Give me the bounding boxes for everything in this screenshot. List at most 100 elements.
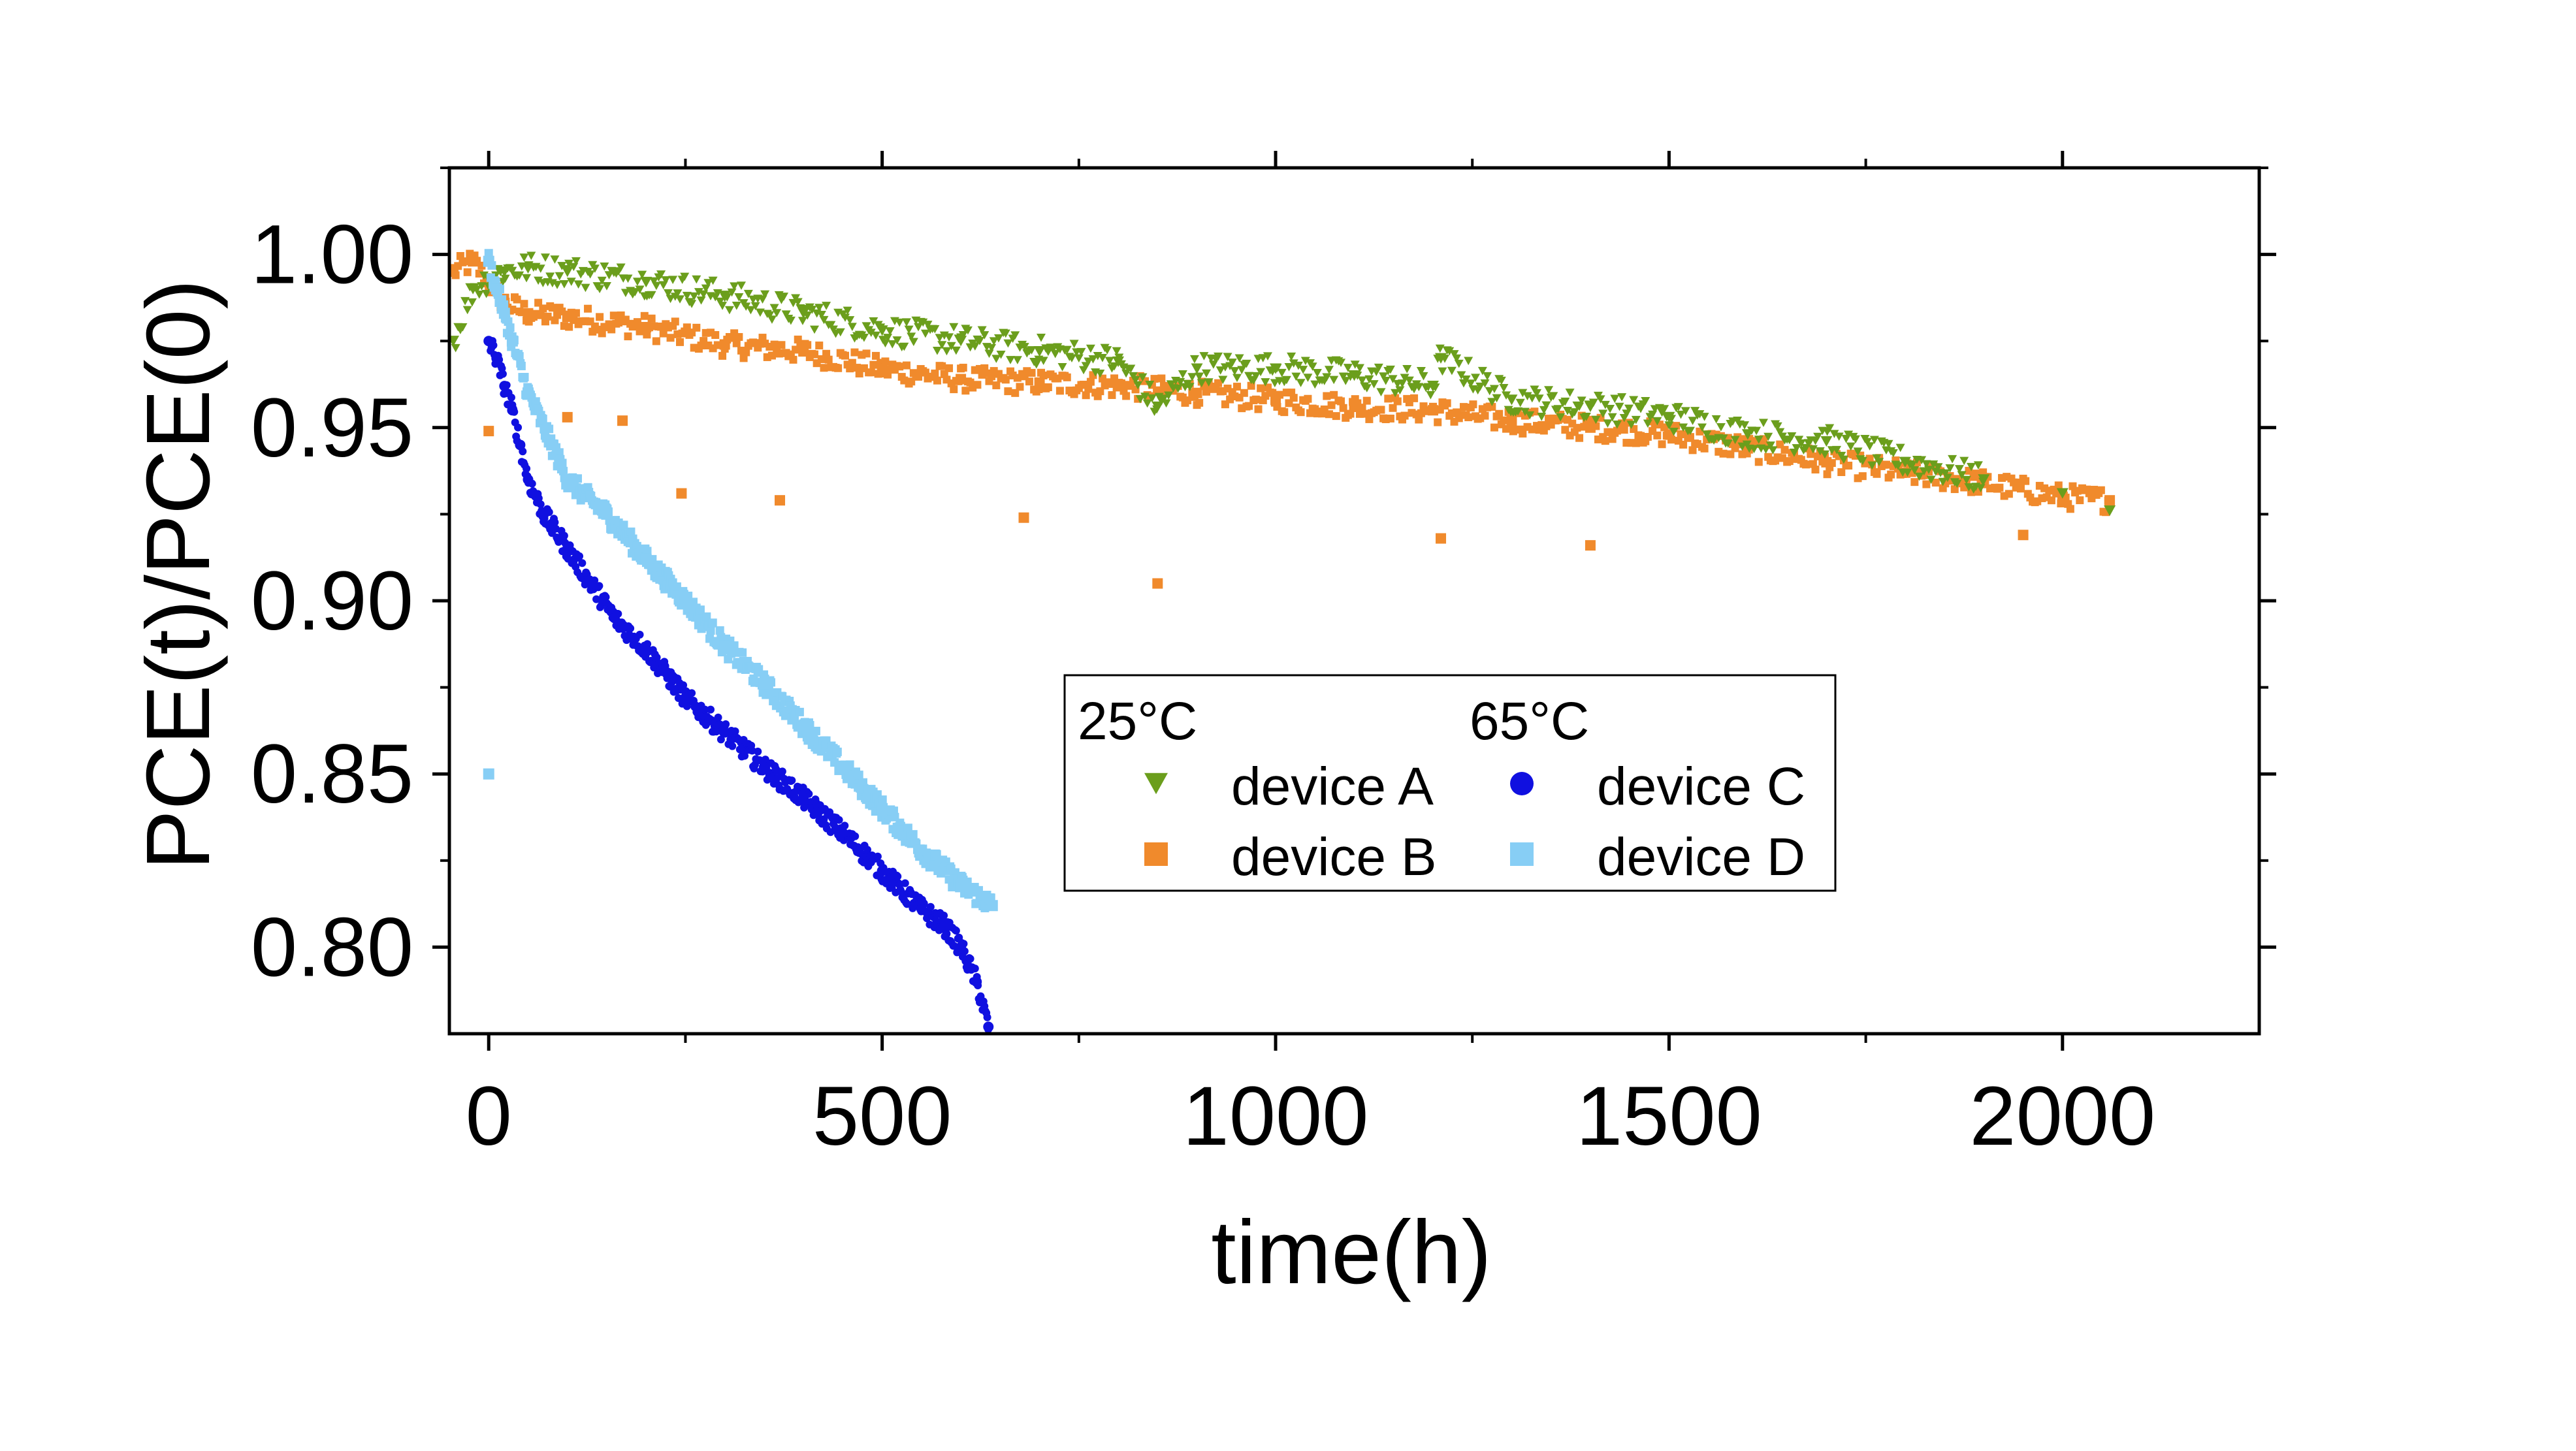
data-point-device-c (483, 336, 494, 347)
data-point-device-b (1427, 405, 1438, 416)
data-point-device-a (1147, 394, 1157, 403)
data-point-device-b (1257, 384, 1265, 392)
data-point-device-a (1138, 373, 1148, 382)
data-point-device-a (536, 264, 545, 273)
data-point-device-a (734, 293, 744, 302)
data-point-device-a (1256, 368, 1266, 377)
data-point-device-a (640, 276, 652, 288)
data-point-device-a (1449, 350, 1459, 359)
data-point-device-c (491, 353, 502, 364)
data-point-device-b (1362, 396, 1371, 405)
data-point-device-a (1752, 426, 1762, 436)
data-point-device-b (1055, 387, 1064, 395)
data-point-device-b (676, 338, 684, 346)
data-point-device-b (1325, 410, 1333, 419)
data-point-device-a (585, 270, 595, 279)
data-point-device-b (2066, 505, 2074, 513)
data-point-device-b (798, 346, 809, 357)
data-point-device-a (564, 259, 574, 268)
data-point-device-a (1199, 352, 1209, 360)
data-point-device-a (935, 334, 944, 343)
data-point-device-a (1664, 421, 1674, 430)
data-point-device-a (1893, 462, 1903, 470)
data-point-device-c (680, 692, 691, 703)
data-point-device-a (955, 336, 967, 347)
data-point-device-a (689, 292, 699, 301)
data-point-device-a (1414, 383, 1424, 392)
data-point-device-d (758, 678, 770, 690)
data-point-device-a (993, 334, 1003, 343)
data-point-device-c (956, 942, 967, 953)
data-point-device-b (520, 300, 528, 308)
data-point-device-a (892, 336, 902, 345)
data-point-device-b (1632, 439, 1640, 447)
data-point-device-a (1534, 394, 1544, 403)
data-point-device-a (822, 302, 831, 310)
data-point-device-a (1903, 468, 1912, 477)
data-point-device-a (727, 288, 737, 297)
data-point-device-a (1820, 450, 1829, 459)
data-point-device-a (1570, 408, 1579, 417)
data-point-device-b (1931, 479, 1940, 487)
data-point-device-a (1303, 374, 1313, 382)
data-point-device-d (679, 595, 691, 607)
data-point-device-b (719, 339, 730, 350)
data-point-device-c (835, 816, 843, 824)
data-point-device-a (2104, 505, 2116, 517)
data-point-device-a (1869, 436, 1879, 445)
data-point-device-c (837, 827, 848, 838)
data-point-device-a (1844, 430, 1854, 439)
data-point-device-b (483, 426, 494, 437)
data-point-device-a (797, 308, 810, 319)
data-point-device-b (973, 381, 982, 389)
data-point-device-a (901, 318, 911, 327)
data-point-device-a (843, 306, 852, 315)
data-point-device-a (786, 316, 796, 325)
data-point-device-b (1415, 415, 1423, 424)
data-point-device-a (816, 311, 826, 319)
y-tick-label: 0.80 (251, 901, 413, 994)
data-point-device-a (1126, 364, 1136, 374)
data-point-device-a (1933, 463, 1943, 471)
data-point-device-b (907, 377, 916, 386)
data-point-device-a (807, 306, 817, 314)
data-point-device-a (1364, 375, 1374, 384)
data-point-device-b (1858, 472, 1867, 481)
data-point-device-a (1112, 347, 1121, 356)
data-point-device-a (1541, 401, 1551, 410)
data-point-device-d (837, 761, 848, 773)
data-point-device-a (1709, 436, 1719, 445)
data-point-device-a (755, 308, 765, 317)
data-point-device-a (1296, 379, 1306, 387)
data-point-device-a (1537, 413, 1547, 421)
data-point-device-a (1381, 376, 1391, 385)
data-point-device-b (1436, 533, 1447, 544)
data-point-device-a (462, 306, 472, 315)
data-point-device-b (711, 331, 720, 340)
data-point-device-d (916, 844, 927, 856)
data-point-device-a (1379, 372, 1389, 381)
data-point-device-b (666, 334, 675, 342)
data-point-device-b (1882, 460, 1890, 469)
data-point-device-a (797, 317, 807, 325)
data-point-device-a (1343, 364, 1353, 372)
data-point-device-b (1240, 389, 1248, 397)
data-point-device-b (1034, 377, 1045, 388)
data-point-device-c (940, 911, 948, 919)
data-point-device-a (1617, 393, 1627, 402)
data-point-device-a (561, 266, 573, 278)
data-point-device-a (1020, 343, 1029, 351)
data-point-device-a (907, 332, 916, 342)
data-point-device-b (1377, 406, 1385, 414)
data-point-device-b (945, 364, 954, 372)
data-point-device-c (754, 747, 762, 756)
data-point-device-a (885, 327, 895, 336)
data-point-device-b (1660, 423, 1669, 432)
data-point-device-a (1480, 379, 1490, 388)
data-point-device-a (949, 323, 959, 332)
data-point-device-b (1157, 374, 1166, 383)
data-point-device-a (1499, 384, 1509, 392)
data-point-device-a (944, 333, 954, 342)
data-point-device-a (602, 282, 611, 291)
data-point-device-a (1350, 360, 1360, 369)
